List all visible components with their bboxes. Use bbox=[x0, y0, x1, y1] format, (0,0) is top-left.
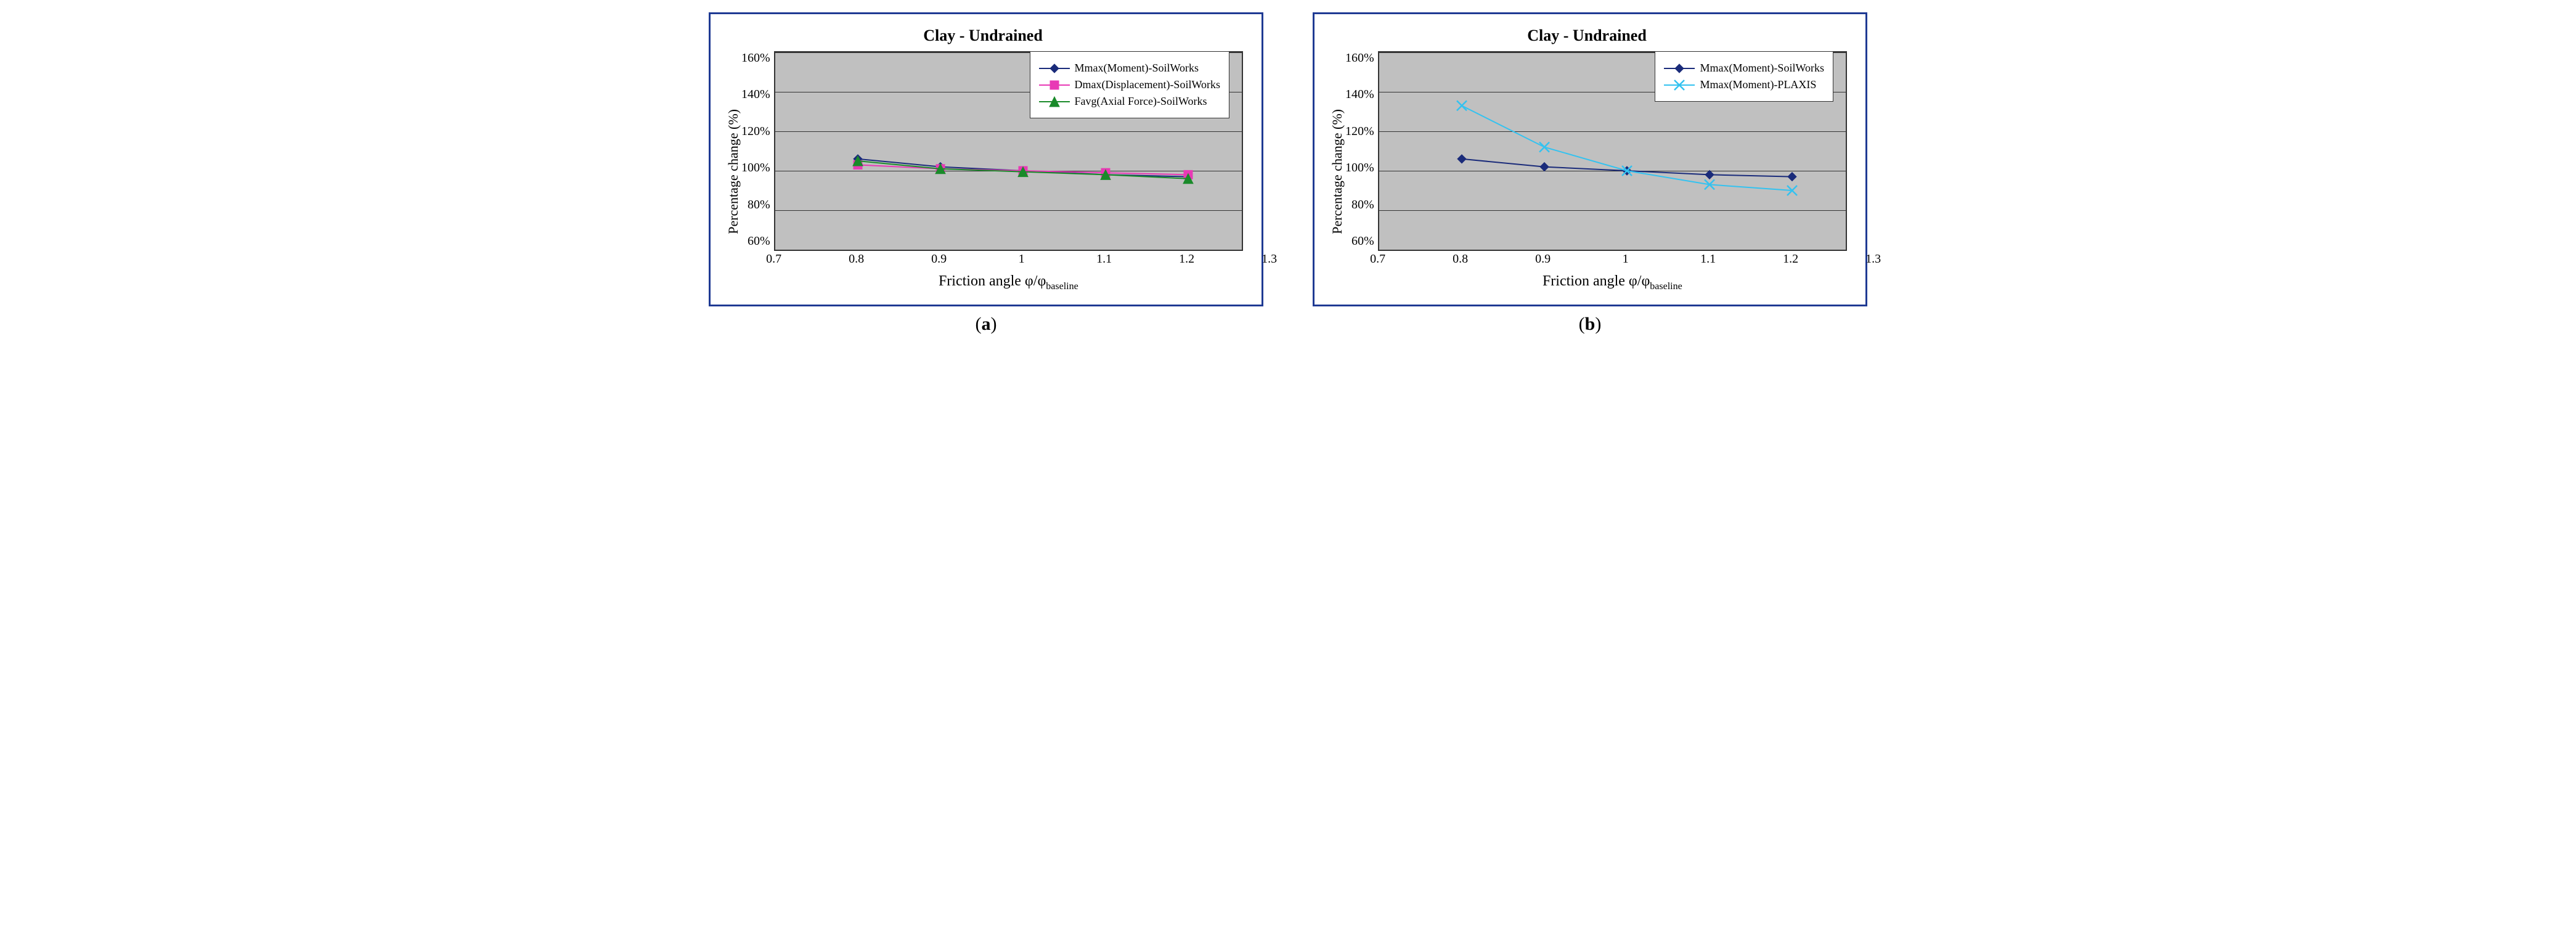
xlabel-a: Friction angle φ/φbaseline bbox=[774, 273, 1243, 292]
panels-container: Clay - Undrained Percentage change (%) 1… bbox=[12, 12, 2564, 335]
caption-a: (a) bbox=[976, 314, 997, 335]
legend-swatch bbox=[1664, 63, 1695, 74]
plot-a: Mmax(Moment)-SoilWorks Dmax(Displacement… bbox=[774, 51, 1243, 251]
xtick: 0.7 bbox=[766, 252, 781, 266]
legend-swatch bbox=[1039, 63, 1070, 74]
ytick: 80% bbox=[1351, 198, 1374, 212]
ytick: 60% bbox=[748, 234, 770, 248]
plot-col-b: Mmax(Moment)-SoilWorks Mmax(Moment)-PLAX… bbox=[1378, 51, 1847, 292]
xtick: 1.2 bbox=[1179, 252, 1194, 266]
legend-label: Mmax(Moment)-SoilWorks bbox=[1700, 62, 1824, 75]
legend-row: Mmax(Moment)-PLAXIS bbox=[1664, 78, 1824, 91]
legend-label: Dmax(Displacement)-SoilWorks bbox=[1075, 78, 1221, 91]
ytick: 100% bbox=[741, 161, 770, 175]
xticks-b: 0.70.80.911.11.21.3 bbox=[1378, 251, 1847, 267]
xtick: 1.1 bbox=[1096, 252, 1112, 266]
ytick: 160% bbox=[1345, 51, 1374, 65]
xtick: 0.8 bbox=[1453, 252, 1468, 266]
legend-row: Dmax(Displacement)-SoilWorks bbox=[1039, 78, 1221, 91]
xticks-a: 0.70.80.911.11.21.3 bbox=[774, 251, 1243, 267]
legend-swatch bbox=[1039, 96, 1070, 107]
legend-label: Mmax(Moment)-SoilWorks bbox=[1075, 62, 1199, 75]
xtick: 0.9 bbox=[931, 252, 947, 266]
yticks-b: 160% 140% 120% 100% 80% 60% bbox=[1345, 51, 1378, 248]
legend-label: Mmax(Moment)-PLAXIS bbox=[1700, 78, 1816, 91]
xlabel-prefix-b: Friction angle bbox=[1543, 273, 1629, 289]
ytick: 120% bbox=[741, 125, 770, 139]
ytick: 120% bbox=[1345, 125, 1374, 139]
legend-row: Mmax(Moment)-SoilWorks bbox=[1039, 62, 1221, 75]
panel-b: Clay - Undrained Percentage change (%) 1… bbox=[1313, 12, 1867, 306]
xtick: 0.8 bbox=[849, 252, 864, 266]
xtick: 1.1 bbox=[1700, 252, 1716, 266]
plot-b: Mmax(Moment)-SoilWorks Mmax(Moment)-PLAX… bbox=[1378, 51, 1847, 251]
ylabel-a: Percentage change (%) bbox=[723, 51, 741, 292]
ylabel-b: Percentage change (%) bbox=[1327, 51, 1345, 292]
ytick: 140% bbox=[741, 88, 770, 102]
chart-title-b: Clay - Undrained bbox=[1327, 27, 1847, 45]
legend-b: Mmax(Moment)-SoilWorks Mmax(Moment)-PLAX… bbox=[1655, 51, 1833, 102]
xtick: 0.7 bbox=[1370, 252, 1385, 266]
caption-b: (b) bbox=[1579, 314, 1602, 335]
chart-body-a: Percentage change (%) 160%140%120%100%80… bbox=[723, 51, 1243, 292]
xtick: 0.9 bbox=[1535, 252, 1551, 266]
xlabel-symbol-a: φ/φ bbox=[1025, 273, 1046, 289]
xlabel-symbol-b: φ/φ bbox=[1629, 273, 1650, 289]
xlabel-sub-b: baseline bbox=[1650, 281, 1682, 292]
panel-b-wrap: Clay - Undrained Percentage change (%) 1… bbox=[1313, 12, 1867, 335]
legend-row: Mmax(Moment)-SoilWorks bbox=[1664, 62, 1824, 75]
plot-col-a: Mmax(Moment)-SoilWorks Dmax(Displacement… bbox=[774, 51, 1243, 292]
legend-a: Mmax(Moment)-SoilWorks Dmax(Displacement… bbox=[1030, 51, 1230, 118]
chart-title-a: Clay - Undrained bbox=[723, 27, 1243, 45]
ytick: 60% bbox=[1351, 234, 1374, 248]
xtick: 1.2 bbox=[1783, 252, 1798, 266]
xtick: 1.3 bbox=[1865, 252, 1881, 266]
legend-swatch bbox=[1664, 80, 1695, 91]
ytick: 160% bbox=[741, 51, 770, 65]
xlabel-sub-a: baseline bbox=[1046, 281, 1078, 292]
legend-row: Favg(Axial Force)-SoilWorks bbox=[1039, 95, 1221, 108]
panel-a: Clay - Undrained Percentage change (%) 1… bbox=[709, 12, 1263, 306]
yticks-a: 160% 140% 120% 100% 80% 60% bbox=[741, 51, 774, 248]
ytick: 80% bbox=[748, 198, 770, 212]
xlabel-prefix-a: Friction angle bbox=[939, 273, 1025, 289]
xlabel-b: Friction angle φ/φbaseline bbox=[1378, 273, 1847, 292]
legend-swatch bbox=[1039, 80, 1070, 91]
panel-a-wrap: Clay - Undrained Percentage change (%) 1… bbox=[709, 12, 1263, 335]
legend-label: Favg(Axial Force)-SoilWorks bbox=[1075, 95, 1207, 108]
ytick: 140% bbox=[1345, 88, 1374, 102]
ytick: 100% bbox=[1345, 161, 1374, 175]
chart-body-b: Percentage change (%) 160%140%120%100%80… bbox=[1327, 51, 1847, 292]
xtick: 1 bbox=[1019, 252, 1025, 266]
xtick: 1.3 bbox=[1262, 252, 1277, 266]
xtick: 1 bbox=[1623, 252, 1629, 266]
